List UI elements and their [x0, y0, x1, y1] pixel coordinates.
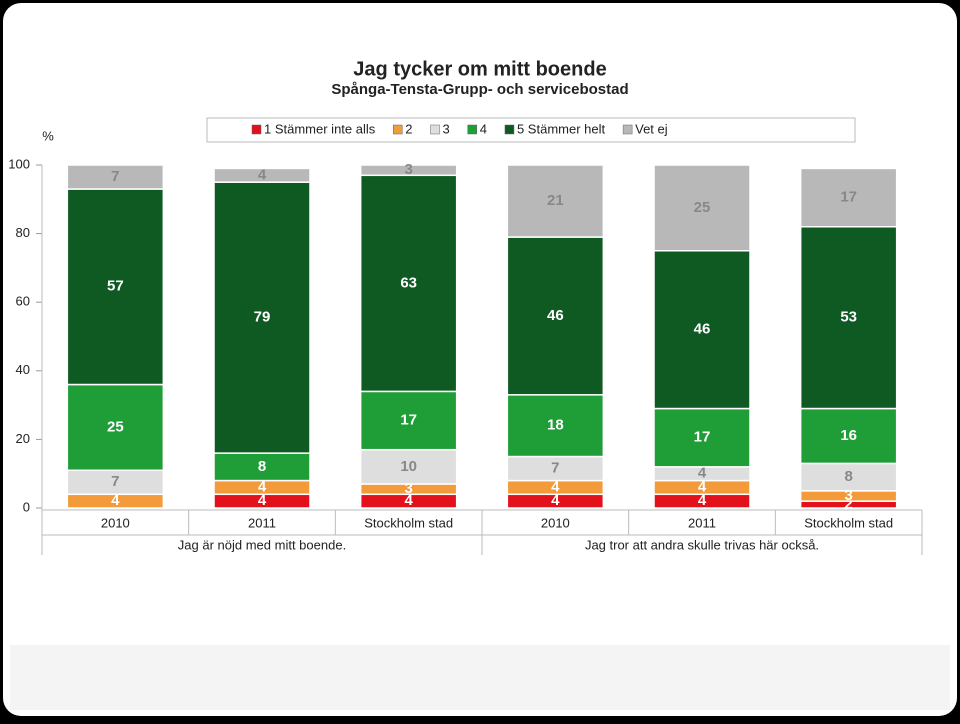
data-label: 57: [107, 278, 124, 295]
data-label: 18: [547, 417, 564, 434]
data-label: 3: [844, 487, 852, 504]
data-label: 4: [551, 492, 560, 509]
bar-segment: [359, 390, 458, 451]
x-tick-label: Stockholm stad: [804, 515, 893, 530]
legend-label: 5 Stämmer helt: [517, 121, 606, 136]
bar-segment: [213, 452, 311, 482]
data-label: 63: [400, 274, 417, 291]
y-tick-label: 100: [8, 156, 30, 171]
data-label: 17: [694, 429, 711, 446]
legend-swatch: [504, 124, 515, 135]
x-tick-label: 2010: [101, 515, 130, 530]
data-label: 46: [694, 321, 711, 338]
data-label: 16: [840, 427, 857, 444]
legend-swatch: [393, 124, 403, 135]
bar-segment: [359, 448, 458, 485]
x-tick-label: 2011: [688, 515, 716, 530]
data-label: 7: [111, 473, 119, 490]
x-tick-label: Stockholm stad: [364, 515, 453, 530]
data-label: 8: [258, 458, 266, 475]
bar-segment: [359, 174, 458, 393]
data-label: 4: [111, 492, 120, 509]
data-label: 7: [111, 168, 119, 185]
bar-segment: [506, 236, 605, 396]
data-label: 21: [547, 192, 564, 209]
data-label: 53: [840, 309, 857, 326]
data-label: 4: [258, 492, 267, 509]
legend-label: 2: [405, 121, 412, 136]
bar-segment: [66, 469, 165, 496]
legend-box: [206, 117, 856, 143]
y-tick-label: 80: [16, 225, 30, 240]
data-label: 4: [258, 166, 267, 183]
y-tick-label: 0: [23, 499, 30, 514]
bar-segment: [359, 164, 458, 177]
data-label: 8: [844, 468, 852, 485]
data-label: 25: [694, 199, 711, 216]
data-label: 79: [254, 309, 271, 326]
data-label: 7: [551, 460, 559, 477]
legend-label: Vet ej: [635, 121, 668, 136]
data-label: 4: [258, 478, 267, 495]
group-label: Jag tror att andra skulle trivas här ock…: [585, 537, 819, 552]
y-tick-label: 60: [16, 294, 30, 309]
footer-strip: [10, 645, 950, 710]
data-label: 10: [400, 458, 417, 475]
y-tick-label: 20: [16, 431, 30, 446]
data-label: 25: [107, 418, 124, 435]
legend-swatch: [251, 124, 262, 135]
data-label: 46: [547, 307, 564, 324]
group-label: Jag är nöjd med mitt boende.: [178, 537, 346, 552]
bar-segment: [66, 188, 165, 386]
bar-segment: [799, 167, 898, 228]
x-tick-label: 2011: [248, 515, 276, 530]
bar-segment: [506, 164, 605, 238]
chart-subtitle: Spånga-Tensta-Grupp- och servicebostad: [331, 81, 628, 98]
bar-segment: [653, 407, 751, 468]
legend-swatch: [467, 124, 477, 135]
x-tick-label: 2010: [541, 515, 570, 530]
legend-swatch: [430, 124, 440, 135]
data-label: 2: [844, 496, 852, 513]
data-label: 17: [840, 189, 857, 206]
data-label: 4: [698, 478, 707, 495]
data-label: 4: [551, 478, 560, 495]
data-label: 3: [404, 161, 412, 178]
bar-segment: [213, 167, 311, 183]
chart-title: Jag tycker om mitt boende: [353, 58, 606, 80]
legend-label: 4: [480, 121, 487, 136]
y-axis-label: %: [42, 128, 54, 143]
data-label: 17: [400, 412, 417, 429]
data-label: 4: [698, 492, 707, 509]
legend-swatch: [622, 124, 633, 135]
bar-segment: [799, 407, 898, 465]
data-label: 3: [404, 480, 412, 497]
bar-segment: [799, 225, 898, 410]
bar-segment: [66, 164, 165, 190]
legend-label: 3: [443, 121, 450, 136]
bar-segment: [653, 164, 751, 252]
data-label: 4: [698, 465, 707, 482]
data-label: 4: [404, 492, 413, 509]
legend-label: 1 Stämmer inte alls: [264, 121, 376, 136]
y-tick-label: 40: [16, 362, 30, 377]
bar-segment: [213, 181, 311, 454]
bar-segment: [66, 383, 165, 472]
bar-segment: [653, 250, 751, 410]
